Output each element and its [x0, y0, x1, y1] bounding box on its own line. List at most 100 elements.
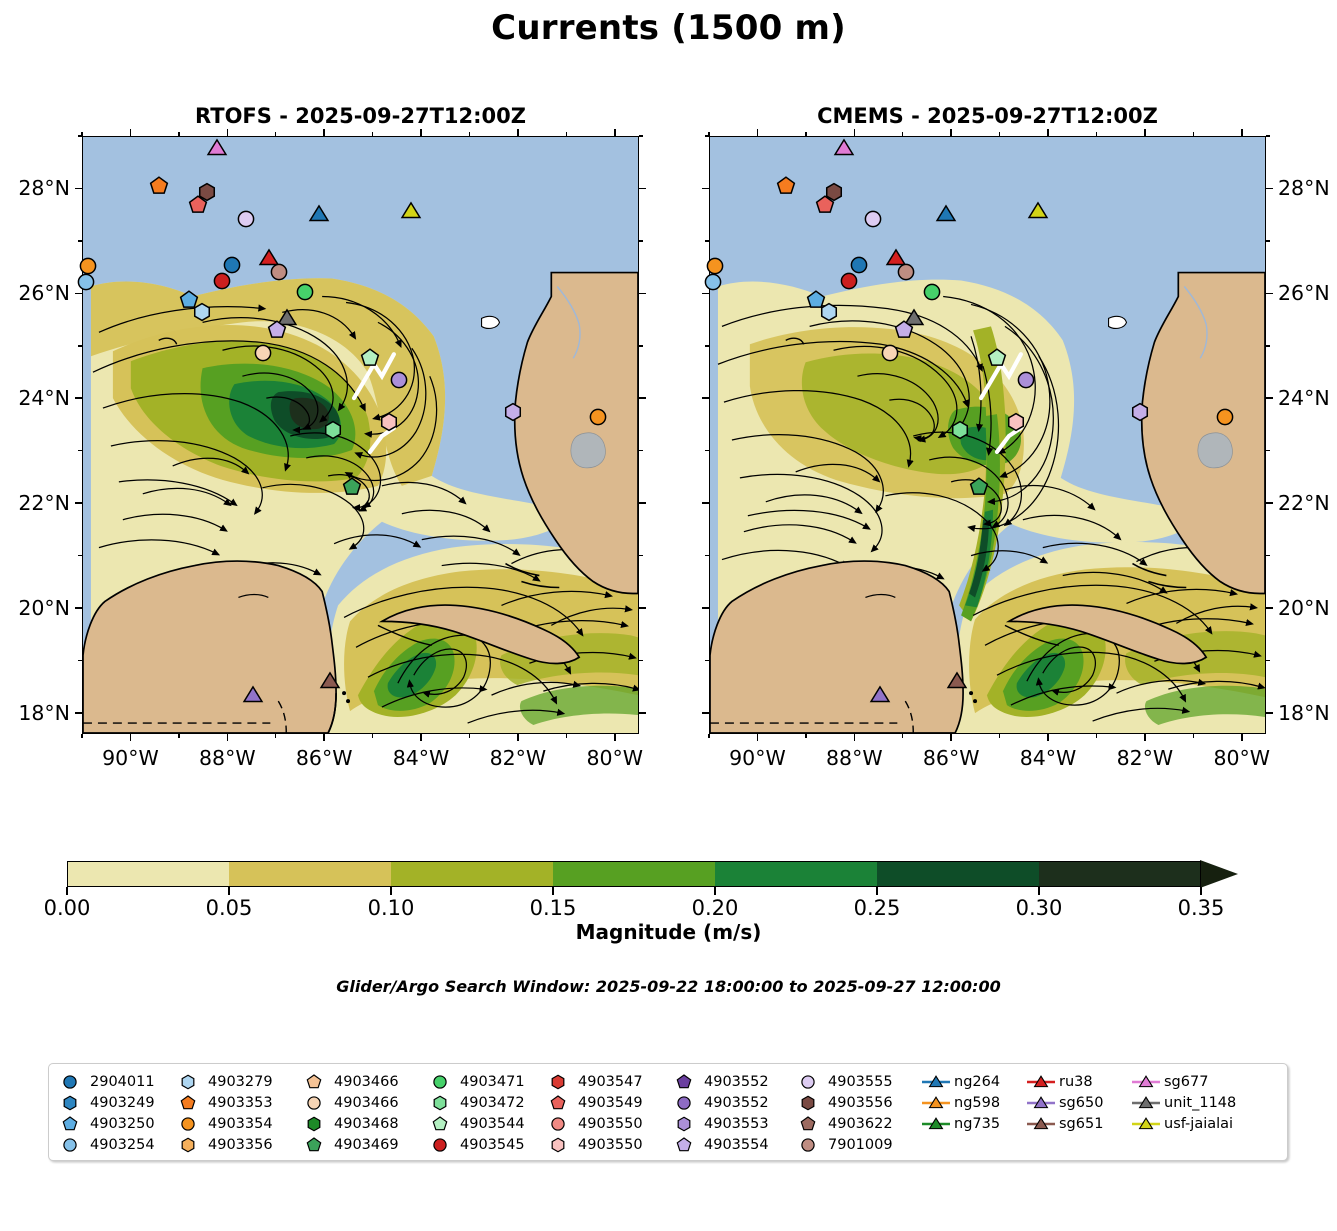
- legend-item-4903555[interactable]: 4903555: [795, 1071, 921, 1092]
- ytick-right-cmems: [1266, 397, 1273, 400]
- legend-item-4903554[interactable]: 4903554: [671, 1134, 795, 1155]
- xtick-top-cmems: [1144, 129, 1146, 136]
- ytick-label-left: 26°N: [18, 281, 70, 306]
- xtick-cmems: [1144, 734, 1146, 741]
- ytick-right-rtofs: [639, 292, 646, 295]
- legend-item-usf-jaialai[interactable]: usf-jaialai: [1131, 1113, 1251, 1134]
- xtick-label: 82°W: [1116, 746, 1174, 770]
- legend-column: sg677 unit_1148 usf-jaialai: [1131, 1071, 1251, 1155]
- legend-item-4903552[interactable]: 4903552: [671, 1071, 795, 1092]
- argo-marker-icon: [671, 1134, 701, 1155]
- colorbar-tick: [390, 887, 392, 895]
- legend-item-4903553[interactable]: 4903553: [671, 1113, 795, 1134]
- legend-label: 4903466: [334, 1094, 399, 1111]
- legend-label: 4903353: [208, 1094, 273, 1111]
- xtick-minor: [274, 132, 277, 136]
- legend-item-4903549[interactable]: 4903549: [545, 1092, 671, 1113]
- legend-item-4903556[interactable]: 4903556: [795, 1092, 921, 1113]
- legend-item-4903354[interactable]: 4903354: [175, 1113, 301, 1134]
- platform-legend[interactable]: 2904011 4903249 4903250 4903254 4903279 49033…: [48, 1063, 1288, 1161]
- xtick-label: 88°W: [825, 746, 883, 770]
- ytick-rtofs: [75, 397, 82, 400]
- legend-item-unit_1148[interactable]: unit_1148: [1131, 1092, 1251, 1113]
- ytick-minor: [705, 449, 709, 452]
- legend-item-2904011[interactable]: 2904011: [57, 1071, 175, 1092]
- map-panel-rtofs[interactable]: [82, 136, 639, 734]
- map-panel-cmems[interactable]: [709, 136, 1266, 734]
- legend-item-4903356[interactable]: 4903356: [175, 1134, 301, 1155]
- legend-item-4903544[interactable]: 4903544: [427, 1113, 545, 1134]
- colorbar-tick-label: 0.00: [43, 896, 91, 920]
- argo-marker-icon: [57, 1113, 87, 1134]
- platform-marker: [677, 1096, 691, 1110]
- glider-marker-icon: [921, 1071, 951, 1092]
- glider-marker-icon: [1131, 1071, 1161, 1092]
- legend-item-4903254[interactable]: 4903254: [57, 1134, 175, 1155]
- legend-item-4903250[interactable]: 4903250: [57, 1113, 175, 1134]
- argo-marker-icon: [301, 1092, 331, 1113]
- ytick-minor: [705, 345, 709, 347]
- legend-label: sg677: [1164, 1073, 1209, 1090]
- platform-marker: [180, 1095, 196, 1110]
- colorbar-tick: [66, 887, 68, 895]
- legend-item-4903552[interactable]: 4903552: [671, 1092, 795, 1113]
- argo-marker-icon: [545, 1092, 575, 1113]
- legend-item-4903472[interactable]: 4903472: [427, 1092, 545, 1113]
- legend-item-4903547[interactable]: 4903547: [545, 1071, 671, 1092]
- ytick-cmems: [702, 187, 709, 190]
- legend-item-4903550[interactable]: 4903550: [545, 1113, 671, 1134]
- argo-marker-icon: [301, 1134, 331, 1155]
- platform-marker: [676, 1137, 692, 1152]
- glider-marker-icon: [1131, 1113, 1161, 1134]
- panel-title-cmems: CMEMS - 2025-09-27T12:00Z: [817, 104, 1158, 128]
- legend-item-4903545[interactable]: 4903545: [427, 1134, 545, 1155]
- xtick-label: 90°W: [729, 746, 786, 770]
- xtick-minor: [468, 132, 471, 136]
- ytick-label-left: 20°N: [18, 596, 70, 621]
- legend-item-4903622[interactable]: 4903622: [795, 1113, 921, 1134]
- legend-label: unit_1148: [1164, 1094, 1237, 1111]
- legend-item-ng598[interactable]: ng598: [921, 1092, 1026, 1113]
- colorbar-tick: [714, 887, 716, 895]
- argo-marker-icon: [795, 1092, 825, 1113]
- xtick-top-rtofs: [129, 129, 132, 136]
- legend-item-4903249[interactable]: 4903249: [57, 1092, 175, 1113]
- platform-marker: [432, 1116, 448, 1131]
- xtick-label: 84°W: [1019, 746, 1077, 770]
- legend-label: ng735: [954, 1115, 1001, 1132]
- legend-item-ng735[interactable]: ng735: [921, 1113, 1026, 1134]
- xtick-cmems: [950, 734, 953, 741]
- colorbar-tick: [228, 887, 230, 895]
- legend-item-4903550[interactable]: 4903550: [545, 1134, 671, 1155]
- panel-title-rtofs: RTOFS - 2025-09-27T12:00Z: [195, 104, 526, 128]
- ytick-minor: [639, 240, 643, 242]
- glider-marker-icon: [1026, 1113, 1056, 1134]
- legend-label: usf-jaialai: [1164, 1115, 1234, 1132]
- legend-item-4903466[interactable]: 4903466: [301, 1092, 427, 1113]
- legend-item-7901009[interactable]: 7901009: [795, 1134, 921, 1155]
- argo-marker-icon: [427, 1071, 457, 1092]
- legend-item-sg650[interactable]: sg650: [1026, 1092, 1131, 1113]
- ytick-minor: [78, 449, 82, 452]
- ytick-minor: [78, 554, 82, 557]
- legend-item-4903471[interactable]: 4903471: [427, 1071, 545, 1092]
- map-canvas-rtofs: [83, 137, 638, 733]
- argo-marker-icon: [301, 1113, 331, 1134]
- legend-item-4903468[interactable]: 4903468: [301, 1113, 427, 1134]
- xtick-minor: [274, 734, 277, 738]
- legend-item-4903279[interactable]: 4903279: [175, 1071, 301, 1092]
- legend-item-ru38[interactable]: ru38: [1026, 1071, 1131, 1092]
- legend-item-4903466[interactable]: 4903466: [301, 1071, 427, 1092]
- legend-item-4903353[interactable]: 4903353: [175, 1092, 301, 1113]
- colorbar-tick: [876, 887, 878, 895]
- xtick-cmems: [1240, 734, 1243, 741]
- legend-item-ng264[interactable]: ng264: [921, 1071, 1026, 1092]
- xtick-top-rtofs: [420, 129, 422, 136]
- colorbar[interactable]: [67, 860, 1270, 888]
- legend-label: sg651: [1059, 1115, 1104, 1132]
- legend-item-sg651[interactable]: sg651: [1026, 1113, 1131, 1134]
- ytick-minor: [1266, 345, 1270, 347]
- legend-label: ru38: [1059, 1073, 1093, 1090]
- legend-item-sg677[interactable]: sg677: [1131, 1071, 1251, 1092]
- legend-item-4903469[interactable]: 4903469: [301, 1134, 427, 1155]
